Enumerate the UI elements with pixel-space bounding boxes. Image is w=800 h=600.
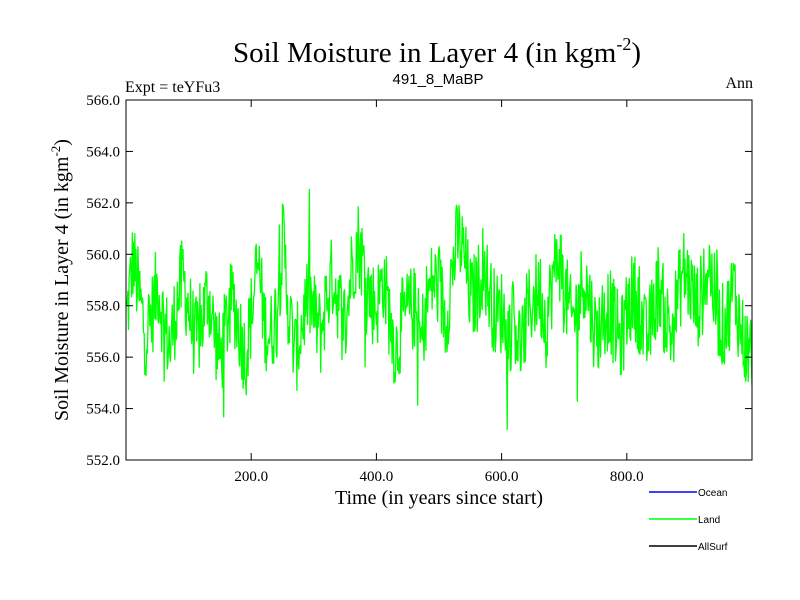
- legend-ocean-label: Ocean: [698, 488, 727, 499]
- chart-title-close: ): [631, 37, 641, 69]
- plot-frame: [125, 99, 753, 461]
- y-tick-label: 560.0: [86, 247, 120, 263]
- x-tick-label: 800.0: [610, 469, 644, 485]
- x-axis-label: Time (in years since start): [335, 487, 543, 509]
- x-tick-label: 600.0: [485, 469, 519, 485]
- y-axis-label-superscript: -2: [48, 146, 63, 157]
- y-tick-label: 554.0: [86, 402, 120, 418]
- y-tick-label: 564.0: [86, 144, 120, 160]
- period-label: Ann: [725, 75, 753, 92]
- y-axis-label-main: Soil Moisture in Layer 4 (in kgm: [51, 156, 73, 421]
- y-tick-label: 552.0: [86, 453, 120, 469]
- land-series-line: [126, 188, 752, 431]
- y-axis-ticks: 552.0 554.0 556.0 558.0 560.0 562.0 564.0 566.0: [86, 93, 752, 469]
- y-tick-label: 558.0: [86, 299, 120, 315]
- y-tick-label: 562.0: [86, 196, 120, 212]
- chart-subtitle: 491_8_MaBP: [393, 71, 484, 88]
- x-axis-ticks: 200.0 400.0 600.0 800.0: [234, 100, 644, 485]
- chart-title-main: Soil Moisture in Layer 4 (in kgm: [233, 37, 617, 69]
- legend: Ocean Land AllSurf: [649, 488, 728, 553]
- experiment-label: Expt = teYFu3: [125, 79, 220, 96]
- y-tick-label: 556.0: [86, 350, 120, 366]
- chart-title-superscript: -2: [616, 34, 631, 54]
- legend-allsurf-label: AllSurf: [698, 542, 728, 553]
- x-tick-label: 400.0: [360, 469, 394, 485]
- y-axis-label: Soil Moisture in Layer 4 (in kgm-2): [48, 139, 73, 421]
- y-tick-label: 566.0: [86, 93, 120, 109]
- legend-land-label: Land: [698, 515, 720, 526]
- y-axis-label-close: ): [51, 139, 73, 146]
- chart-title: Soil Moisture in Layer 4 (in kgm-2): [233, 34, 641, 69]
- x-tick-label: 200.0: [234, 469, 268, 485]
